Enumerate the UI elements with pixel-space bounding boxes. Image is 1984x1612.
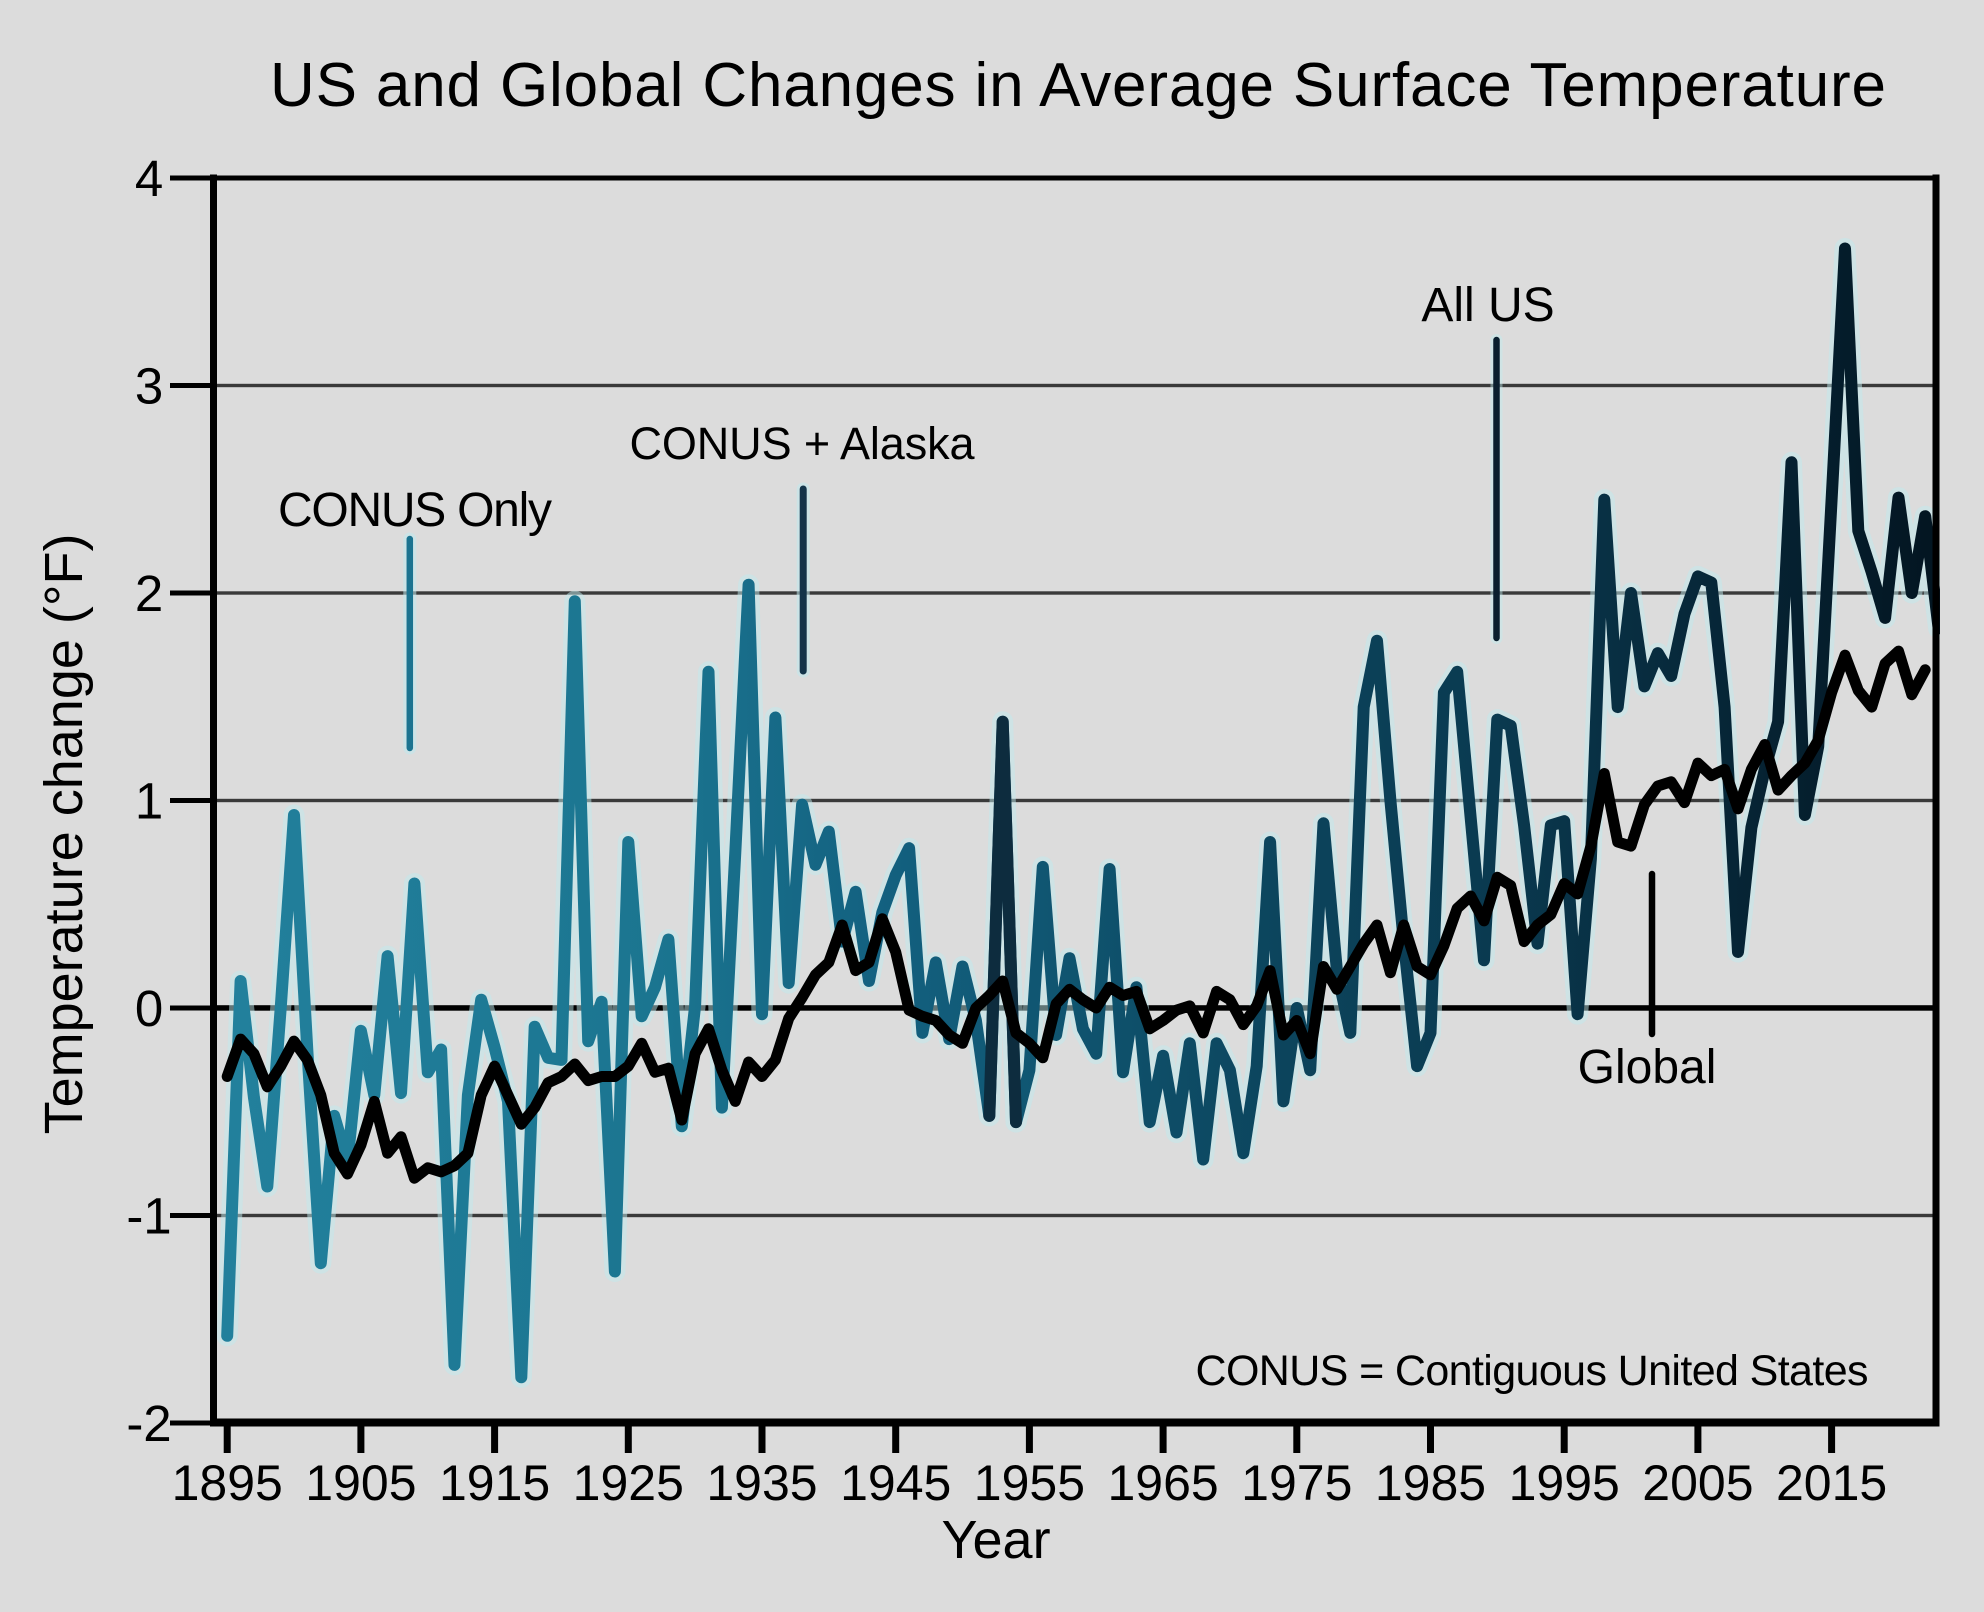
svg-text:1945: 1945 [840, 1455, 951, 1511]
svg-text:1935: 1935 [706, 1455, 817, 1511]
svg-text:2015: 2015 [1776, 1455, 1887, 1511]
svg-text:1: 1 [135, 773, 163, 830]
svg-text:-1: -1 [126, 1188, 171, 1245]
svg-text:-2: -2 [126, 1395, 171, 1452]
svg-text:1895: 1895 [172, 1455, 283, 1511]
svg-text:1905: 1905 [305, 1455, 416, 1511]
svg-text:3: 3 [135, 358, 163, 415]
svg-text:0: 0 [135, 980, 163, 1037]
svg-text:CONUS Only: CONUS Only [278, 484, 552, 537]
svg-text:All US: All US [1421, 279, 1554, 332]
svg-text:1975: 1975 [1241, 1455, 1352, 1511]
svg-text:Year: Year [941, 1510, 1050, 1570]
svg-text:US and Global Changes in Avera: US and Global Changes in Average Surface… [270, 51, 1886, 120]
svg-text:2: 2 [135, 565, 163, 622]
svg-text:1955: 1955 [974, 1455, 1085, 1511]
svg-text:CONUS + Alaska: CONUS + Alaska [630, 418, 976, 469]
svg-text:CONUS = Contiguous United Stat: CONUS = Contiguous United States [1196, 1347, 1869, 1395]
svg-text:1995: 1995 [1509, 1455, 1620, 1511]
svg-text:1925: 1925 [573, 1455, 684, 1511]
svg-text:2005: 2005 [1642, 1455, 1753, 1511]
svg-text:1965: 1965 [1107, 1455, 1218, 1511]
svg-text:Global: Global [1578, 1041, 1717, 1094]
svg-text:1985: 1985 [1375, 1455, 1486, 1511]
svg-text:1915: 1915 [439, 1455, 550, 1511]
svg-text:4: 4 [135, 150, 163, 207]
svg-text:Temperature change (°F): Temperature change (°F) [34, 534, 94, 1135]
